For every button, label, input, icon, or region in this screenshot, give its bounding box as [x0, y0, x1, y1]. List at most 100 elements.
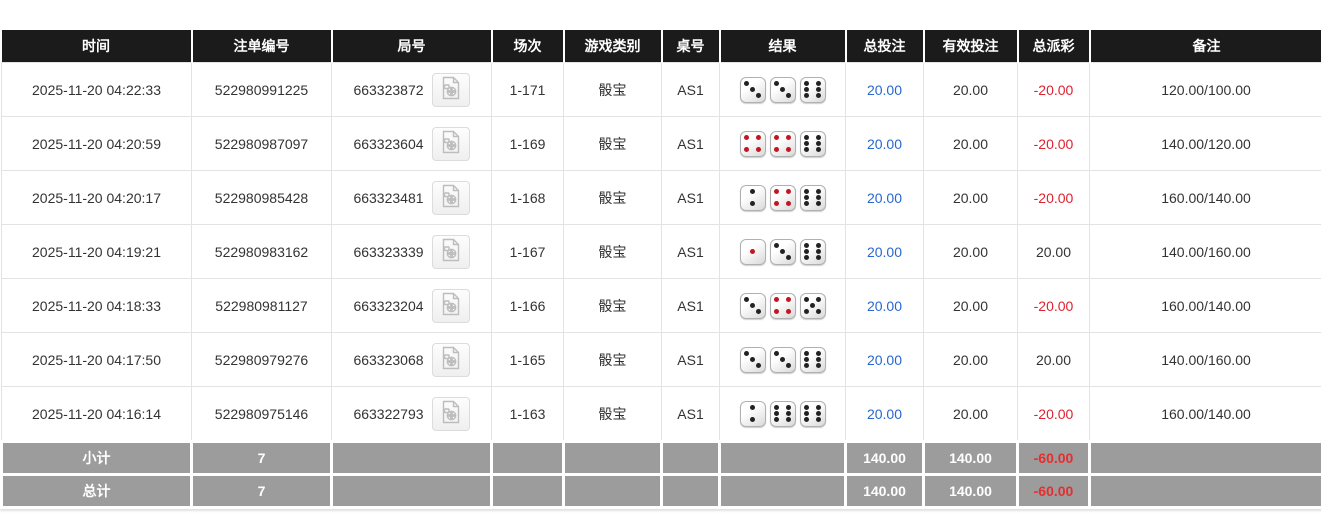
grand-total-label: 总计 [0, 473, 193, 509]
die-icon-3 [739, 346, 766, 373]
cell-total-bet: 20.00 [845, 386, 924, 442]
col-header-total-bet: 总投注 [845, 30, 925, 63]
header-row: 时间 注单编号 局号 场次 游戏类别 桌号 结果 总投注 有效投注 总派彩 备注 [1, 30, 1321, 63]
cell-game-type: 骰宝 [563, 116, 662, 171]
cell-time: 2025-11-20 04:20:59 [1, 116, 192, 171]
die-icon-5 [799, 292, 826, 319]
video-file-icon [440, 76, 462, 103]
die-icon-1 [739, 238, 766, 265]
col-header-session: 场次 [491, 30, 565, 63]
video-file-icon [440, 346, 462, 373]
subtotal-empty-cell [330, 440, 493, 476]
cell-time: 2025-11-20 04:17:50 [1, 332, 192, 387]
round-number-group: 663323604 [336, 126, 487, 161]
die-icon-6 [799, 400, 826, 427]
cell-round-number: 663323204 [331, 278, 492, 333]
cell-remark: 120.00/100.00 [1089, 62, 1321, 117]
die-icon-4 [739, 130, 766, 157]
cell-total-payout: 20.00 [1017, 224, 1090, 279]
round-number-group: 663323872 [336, 72, 487, 107]
cell-time: 2025-11-20 04:18:33 [1, 278, 192, 333]
die-icon-3 [769, 346, 796, 373]
col-header-result: 结果 [719, 30, 847, 63]
col-header-bet-number: 注单编号 [191, 30, 333, 63]
subtotal-empty-cell [718, 440, 847, 476]
cell-valid-bet: 20.00 [923, 170, 1018, 225]
cell-table-number: AS1 [661, 116, 720, 171]
video-replay-button[interactable] [431, 234, 470, 269]
cell-result [719, 224, 846, 279]
cell-session: 1-169 [491, 116, 564, 171]
round-number-value: 663323068 [353, 351, 424, 368]
bet-records-page: 时间 注单编号 局号 场次 游戏类别 桌号 结果 总投注 有效投注 总派彩 备注… [0, 30, 1321, 509]
video-file-icon [440, 130, 462, 157]
cell-total-payout: -20.00 [1017, 170, 1090, 225]
video-replay-button[interactable] [431, 126, 470, 161]
video-replay-button[interactable] [431, 288, 470, 323]
video-replay-button[interactable] [431, 396, 470, 431]
cell-bet-number: 522980983162 [191, 224, 332, 279]
round-number-value: 663323872 [353, 81, 424, 98]
subtotal-label: 小计 [0, 440, 193, 476]
cell-valid-bet: 20.00 [923, 386, 1018, 442]
cell-valid-bet: 20.00 [923, 332, 1018, 387]
video-file-icon [440, 400, 462, 427]
grand-total-empty-cell [490, 473, 565, 509]
table-row: 2025-11-20 04:20:17 522980985428 663323481… [1, 170, 1321, 225]
video-file-icon [440, 184, 462, 211]
die-icon-3 [739, 76, 766, 103]
video-replay-button[interactable] [431, 72, 470, 107]
cell-total-bet: 20.00 [845, 62, 924, 117]
cell-game-type: 骰宝 [563, 62, 662, 117]
die-icon-4 [769, 292, 796, 319]
subtotal-empty-cell [490, 440, 565, 476]
round-number-group: 663322793 [336, 396, 487, 431]
cell-session: 1-165 [491, 332, 564, 387]
cell-result [719, 386, 846, 442]
die-icon-2 [739, 184, 766, 211]
cell-remark: 140.00/120.00 [1089, 116, 1321, 171]
cell-bet-number: 522980975146 [191, 386, 332, 442]
round-number-value: 663323204 [353, 297, 424, 314]
cell-total-payout: -20.00 [1017, 278, 1090, 333]
grand-total-empty-cell [1088, 473, 1321, 509]
round-number-group: 663323481 [336, 180, 487, 215]
round-number-value: 663322793 [353, 405, 424, 422]
cell-total-bet: 20.00 [845, 278, 924, 333]
round-number-group: 663323204 [336, 288, 487, 323]
die-icon-3 [739, 292, 766, 319]
cell-round-number: 663323339 [331, 224, 492, 279]
cell-bet-number: 522980979276 [191, 332, 332, 387]
cell-bet-number: 522980987097 [191, 116, 332, 171]
die-icon-6 [799, 76, 826, 103]
die-icon-2 [739, 400, 766, 427]
cell-result [719, 170, 846, 225]
grand-total-empty-cell [718, 473, 847, 509]
cell-result [719, 62, 846, 117]
cell-round-number: 663323872 [331, 62, 492, 117]
grand-total-empty-cell [562, 473, 663, 509]
table-row: 2025-11-20 04:20:59 522980987097 663323604… [1, 116, 1321, 171]
round-number-value: 663323481 [353, 189, 424, 206]
video-file-icon [440, 238, 462, 265]
cell-remark: 160.00/140.00 [1089, 170, 1321, 225]
video-replay-button[interactable] [431, 342, 470, 377]
round-number-group: 663323339 [336, 234, 487, 269]
cell-game-type: 骰宝 [563, 278, 662, 333]
cell-valid-bet: 20.00 [923, 62, 1018, 117]
die-icon-6 [799, 346, 826, 373]
cell-bet-number: 522980981127 [191, 278, 332, 333]
grand-total-empty-cell [660, 473, 721, 509]
table-row: 2025-11-20 04:19:21 522980983162 663323339… [1, 224, 1321, 279]
grand-total-total-bet: 140.00 [844, 473, 925, 509]
cell-valid-bet: 20.00 [923, 224, 1018, 279]
subtotal-empty-cell [1088, 440, 1321, 476]
cell-table-number: AS1 [661, 224, 720, 279]
table-row: 2025-11-20 04:17:50 522980979276 663323068… [1, 332, 1321, 387]
table-row: 2025-11-20 04:18:33 522980981127 663323204… [1, 278, 1321, 333]
video-replay-button[interactable] [431, 180, 470, 215]
die-icon-6 [799, 184, 826, 211]
die-icon-6 [799, 238, 826, 265]
subtotal-valid-bet: 140.00 [922, 440, 1019, 476]
cell-result [719, 332, 846, 387]
